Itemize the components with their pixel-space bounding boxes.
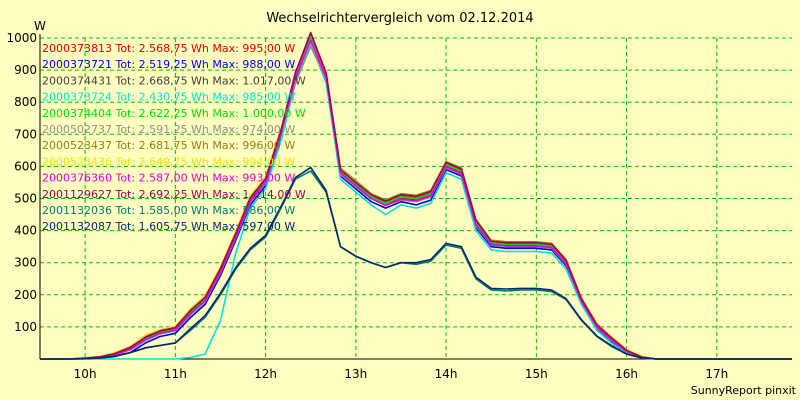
chart-title: Wechselrichtervergleich vom 02.12.2014 <box>266 11 533 26</box>
y-axis-label: W <box>34 19 46 33</box>
legend-entry: 2000374404 Tot: 2.622,25 Wh Max: 1.000,0… <box>42 107 306 120</box>
legend-entry: 2000373813 Tot: 2.568,75 Wh Max: 995,00 … <box>42 42 295 55</box>
y-tick-label: 600 <box>14 159 37 173</box>
y-tick-label: 1000 <box>6 31 37 45</box>
y-tick-label: 400 <box>14 224 37 238</box>
legend-entry: 2000502737 Tot: 2.591,25 Wh Max: 974,00 … <box>42 123 295 136</box>
x-tick-label: 16h <box>615 367 638 381</box>
y-tick-label: 900 <box>14 63 37 77</box>
legend-entry: 2000523437 Tot: 2.681,75 Wh Max: 996,00 … <box>42 139 295 152</box>
x-tick-label: 11h <box>164 367 187 381</box>
legend: 2000373813 Tot: 2.568,75 Wh Max: 995,00 … <box>42 42 306 233</box>
y-tick-label: 800 <box>14 95 37 109</box>
y-tick-label: 700 <box>14 127 37 141</box>
y-tick-label: 100 <box>14 320 37 334</box>
x-tick-label: 14h <box>435 367 458 381</box>
legend-entry: 2000523436 Tot: 2.649,75 Wh Max: 994,00 … <box>42 155 295 168</box>
y-tick-label: 200 <box>14 288 37 302</box>
legend-entry: 2001132036 Tot: 1.585,00 Wh Max: 586,00 … <box>42 204 295 217</box>
legend-entry: 2000373721 Tot: 2.519,25 Wh Max: 988,00 … <box>42 58 295 71</box>
x-tick-label: 15h <box>525 367 548 381</box>
x-tick-label: 17h <box>705 367 728 381</box>
series-lines <box>40 31 792 360</box>
y-tick-labels: 100 200 300 400 500 600 700 800 900 1000 <box>6 31 37 334</box>
legend-entry: 2000373724 Tot: 2.430,75 Wh Max: 985,00 … <box>42 91 295 104</box>
legend-entry: 2000374431 Tot: 2.668,75 Wh Max: 1.017,0… <box>42 74 306 87</box>
legend-entry: 2000376360 Tot: 2.587,00 Wh Max: 993,00 … <box>42 172 295 185</box>
legend-entry: 2001129627 Tot: 2.692,25 Wh Max: 1.014,0… <box>42 188 306 201</box>
x-tick-label: 12h <box>254 367 277 381</box>
legend-entry: 2001132087 Tot: 1.605,75 Wh Max: 597,00 … <box>42 220 295 233</box>
grid-lines <box>40 37 792 359</box>
y-tick-label: 500 <box>14 192 37 206</box>
x-tick-labels: 10h 11h 12h 13h 14h 15h 16h 17h <box>74 367 729 381</box>
x-tick-label: 13h <box>344 367 367 381</box>
footer-credit: SunnyReport pinxit <box>691 384 797 397</box>
y-tick-label: 300 <box>14 256 37 270</box>
x-tick-label: 10h <box>74 367 97 381</box>
series-line <box>40 166 792 360</box>
